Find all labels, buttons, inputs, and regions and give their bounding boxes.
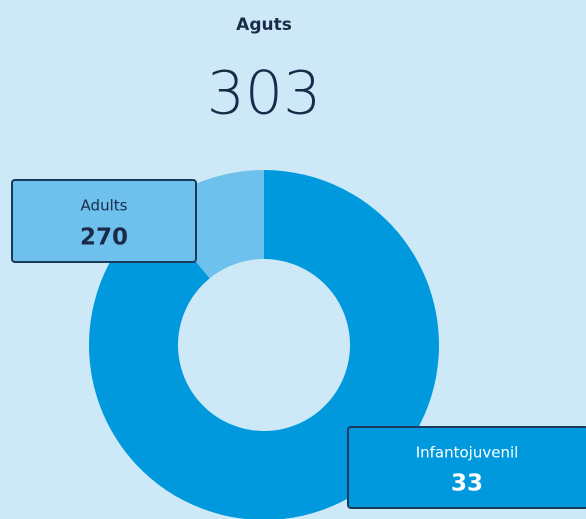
label-adults: Adults 270	[11, 179, 197, 263]
label-box	[11, 179, 197, 263]
chart-title: Aguts	[236, 15, 292, 35]
value-label: 33	[451, 471, 483, 497]
category-label: Infantojuvenil	[416, 444, 519, 462]
value-label: 270	[80, 225, 128, 251]
label-infantojuvenil: Infantojuvenil 33	[347, 426, 586, 509]
label-box	[347, 426, 586, 509]
total: 303	[207, 59, 322, 129]
category-label: Adults	[81, 197, 128, 215]
